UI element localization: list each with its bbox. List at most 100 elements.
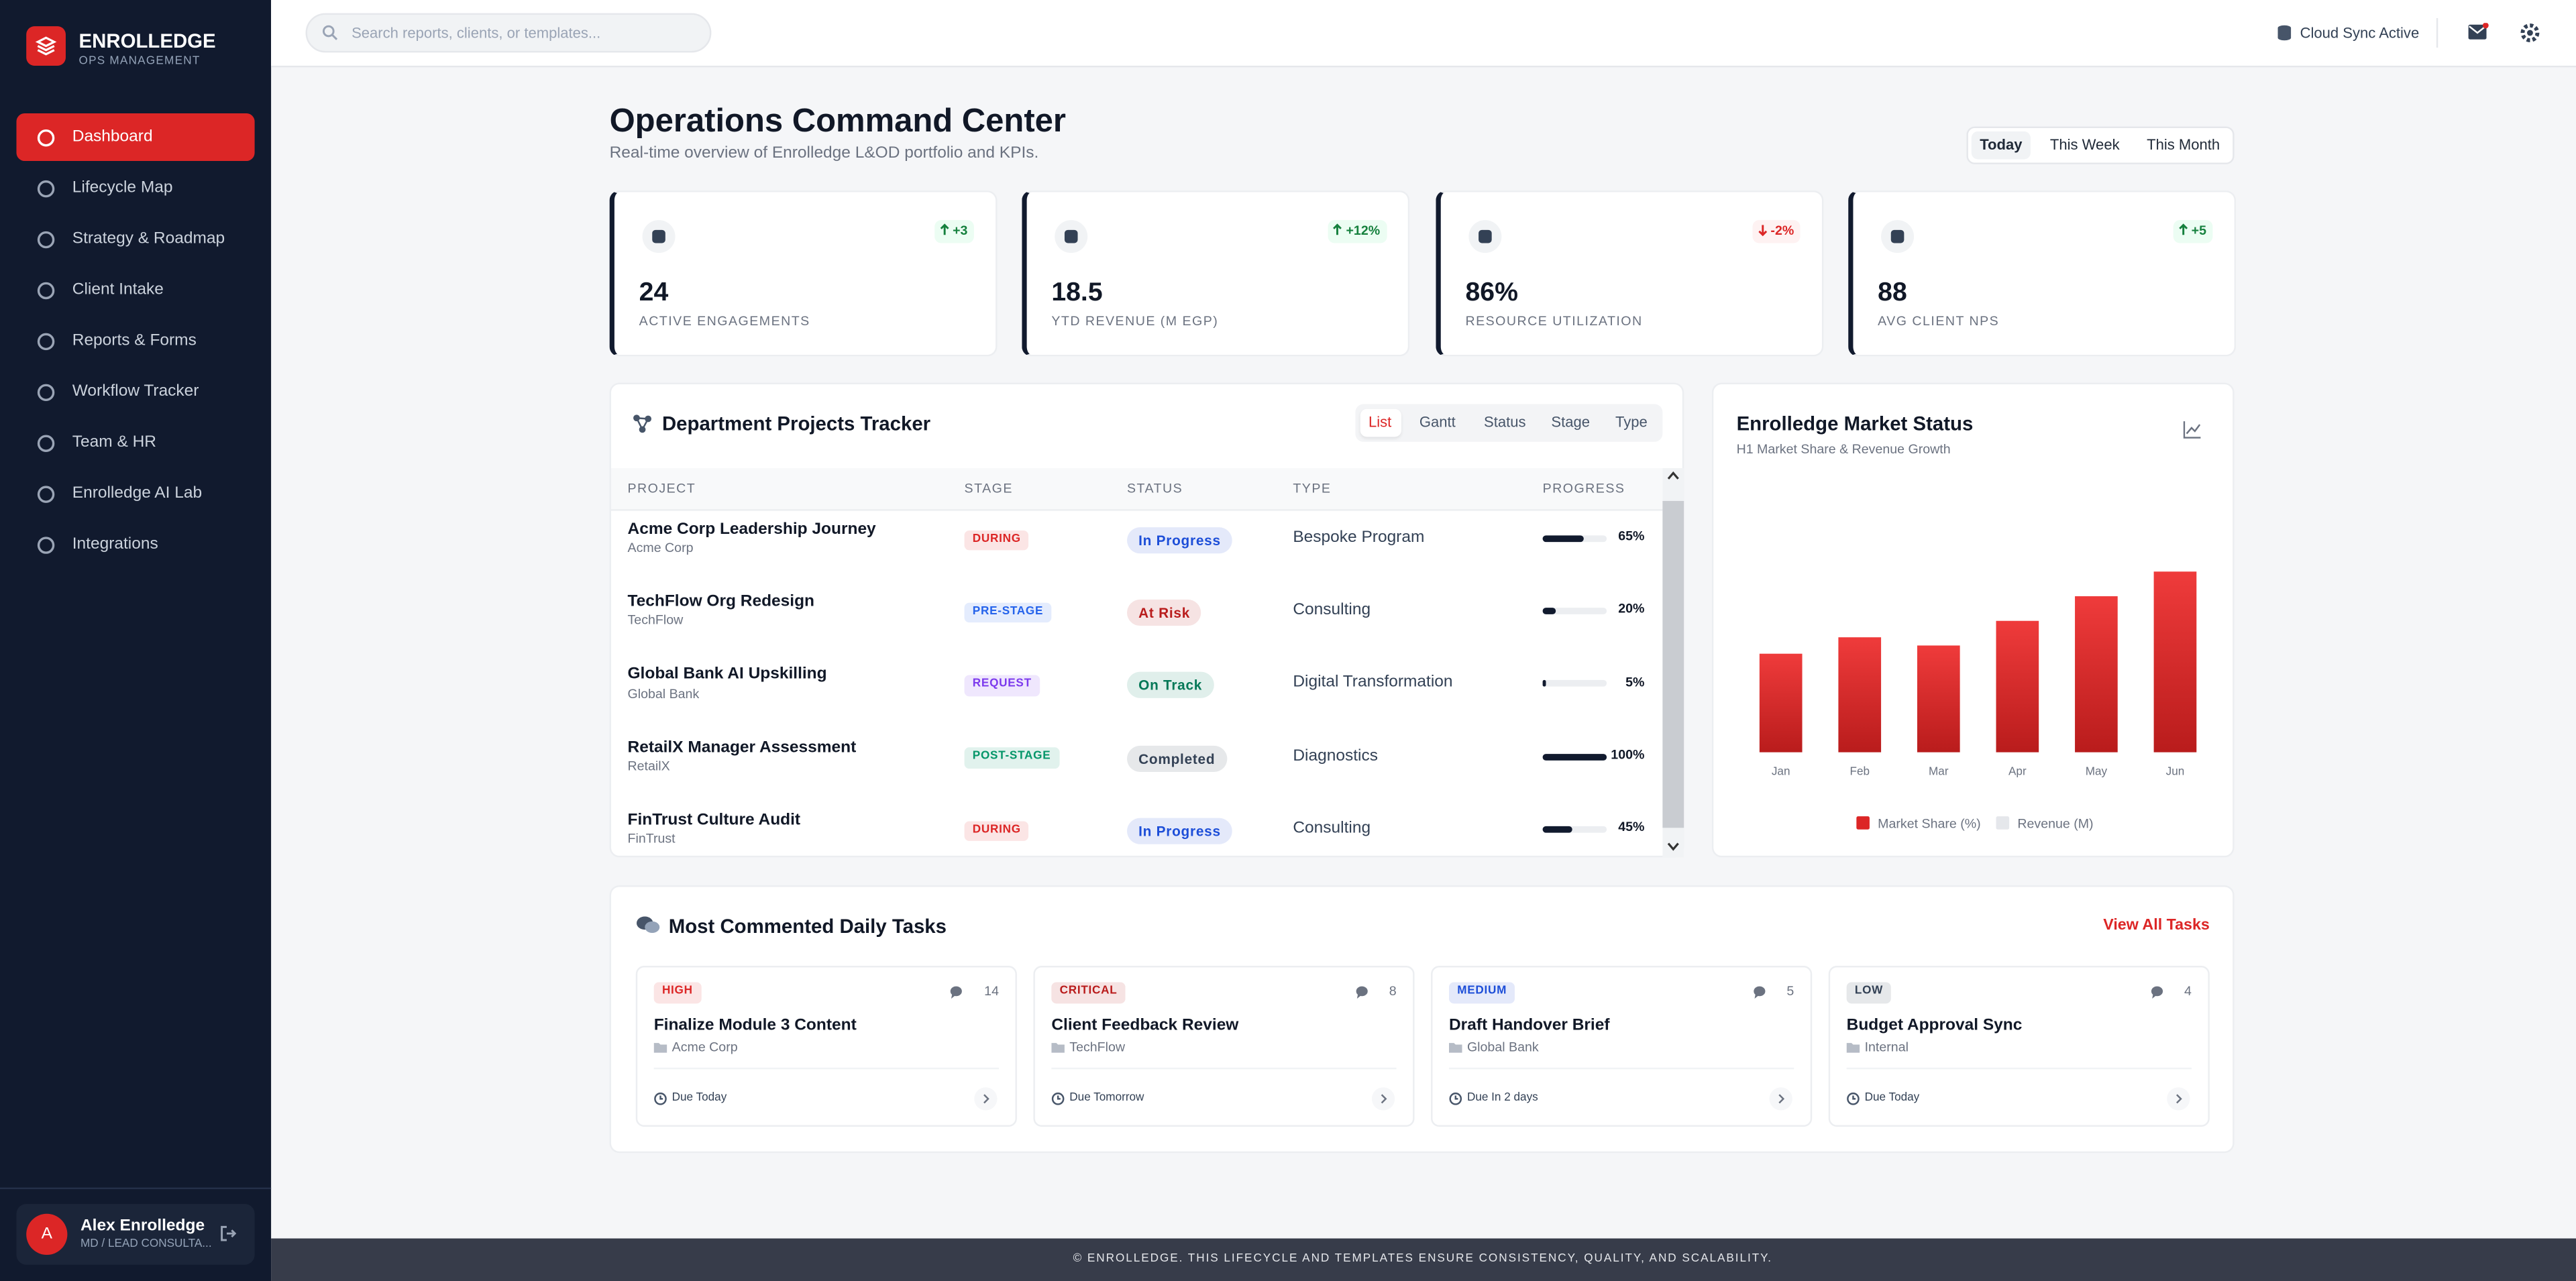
task-title: Client Feedback Review: [1051, 1016, 1239, 1035]
chart-icon: [2183, 421, 2201, 439]
nav-item[interactable]: Client Intake: [72, 280, 164, 299]
tracker-tab[interactable]: Status: [1484, 414, 1526, 431]
range-tab-active[interactable]: [1971, 131, 2031, 160]
tracker-tab[interactable]: Type: [1615, 414, 1648, 431]
kpi-value: 24: [639, 280, 669, 308]
tracker-title: Department Projects Tracker: [661, 412, 931, 435]
nav-icon: [37, 333, 55, 351]
project-type: Digital Transformation: [1293, 674, 1453, 692]
range-tab[interactable]: Today: [1980, 136, 2023, 153]
x-tick-label: Jan: [1772, 765, 1790, 778]
nav-item[interactable]: Lifecycle Map: [72, 178, 173, 197]
range-tab[interactable]: This Month: [2147, 136, 2220, 153]
nav-item[interactable]: Enrolledge AI Lab: [72, 484, 203, 503]
nav-item[interactable]: Workflow Tracker: [72, 382, 199, 401]
kpi-label: AVG CLIENT NPS: [1878, 314, 2000, 329]
project-client: Acme Corp: [627, 541, 694, 556]
nav-icon: [37, 384, 55, 402]
kpi-trend-arrow: [1758, 225, 1768, 237]
column-header: STAGE: [964, 482, 1013, 497]
page-title: Operations Command Center: [609, 103, 1066, 140]
clock-icon: [654, 1093, 667, 1105]
nav-item[interactable]: Strategy & Roadmap: [72, 229, 225, 248]
chevron-bg[interactable]: [1371, 1087, 1395, 1111]
tasks-title: Most Commented Daily Tasks: [668, 914, 947, 938]
brand-sub: OPS MANAGEMENT: [78, 55, 201, 67]
progress-bar: [1542, 826, 1572, 833]
priority-badge: LOW: [1846, 983, 1892, 1003]
tracker-tabs: [1355, 404, 1663, 442]
task-card[interactable]: [1828, 966, 2210, 1127]
task-divider: [1449, 1067, 1794, 1070]
progress-bar: [1542, 753, 1607, 760]
kpi-card: [609, 190, 998, 357]
nav-item[interactable]: Dashboard: [72, 128, 153, 146]
nav-icon: [37, 486, 55, 503]
tracker-tab[interactable]: List: [1368, 414, 1392, 431]
topbar-divider: [2436, 17, 2438, 48]
progress-track: [1542, 680, 1607, 687]
sync-status: Cloud Sync Active: [2300, 23, 2420, 41]
nav-active[interactable]: [16, 113, 255, 162]
progress-label: 65%: [1618, 529, 1645, 545]
project-name[interactable]: RetailX Manager Assessment: [627, 738, 857, 757]
nav-item[interactable]: Integrations: [72, 535, 158, 554]
tracker-icon: [633, 414, 652, 433]
chart: Jan Feb Mar Apr May Jun: [1759, 571, 2197, 778]
kpi-value: 88: [1878, 280, 1907, 308]
clock-icon: [1847, 1093, 1860, 1105]
kpi-icon: [652, 229, 665, 243]
tracker-tab[interactable]: Gantt: [1419, 414, 1456, 431]
bar: [1759, 653, 1803, 753]
comment-icon: [1355, 986, 1367, 999]
project-name[interactable]: Global Bank AI Upskilling: [627, 665, 827, 684]
stage-badge: POST-STAGE: [964, 748, 1059, 769]
project-name[interactable]: FinTrust Culture Audit: [627, 811, 801, 830]
progress-bar: [1542, 680, 1546, 687]
legend-swatch: [1856, 816, 1870, 830]
project-client: Global Bank: [627, 685, 700, 701]
task-card[interactable]: [1033, 966, 1415, 1127]
tasks-icon: [636, 916, 660, 934]
avatar: [26, 1213, 68, 1256]
user-role: MD / LEAD CONSULTA...: [80, 1238, 212, 1250]
nav-item[interactable]: Team & HR: [72, 433, 156, 452]
status-badge: Completed: [1127, 744, 1227, 772]
project-name[interactable]: TechFlow Org Redesign: [627, 593, 815, 612]
progress-track: [1542, 608, 1607, 615]
kpi-label: RESOURCE UTILIZATION: [1465, 314, 1643, 329]
tracker-tab-active[interactable]: [1360, 408, 1401, 437]
priority-badge: CRITICAL: [1051, 983, 1126, 1003]
legend-swatch: [1996, 816, 2010, 830]
bar: [1996, 620, 2039, 753]
tasks-link[interactable]: View All Tasks: [2103, 917, 2210, 936]
scrollbar-thumb[interactable]: [1662, 500, 1684, 828]
kpi-delta: +3: [934, 220, 975, 243]
tracker-tab[interactable]: Stage: [1551, 414, 1591, 431]
priority-badge: HIGH: [653, 983, 701, 1003]
chevron-bg[interactable]: [1769, 1087, 1792, 1111]
range-tab[interactable]: This Week: [2049, 136, 2120, 153]
status-badge: On Track: [1127, 672, 1214, 700]
nav-item[interactable]: Reports & Forms: [72, 331, 197, 350]
project-type: Consulting: [1293, 819, 1371, 838]
search-box[interactable]: [305, 13, 712, 53]
user-name: Alex Enrolledge: [80, 1217, 205, 1235]
sidebar-divider: [0, 1187, 272, 1190]
comment-icon: [1753, 986, 1765, 999]
bar: [2075, 596, 2118, 753]
kpi-trend-arrow: [940, 223, 949, 235]
project-name[interactable]: Acme Corp Leadership Journey: [627, 520, 876, 539]
search-icon: [322, 25, 338, 40]
task-title: Draft Handover Brief: [1449, 1016, 1610, 1035]
kpi-card: [1848, 190, 2237, 357]
kpi-label: ACTIVE ENGAGEMENTS: [639, 314, 810, 329]
chevron-bg[interactable]: [974, 1087, 998, 1111]
task-client: Internal: [1864, 1040, 1909, 1055]
task-card[interactable]: [1431, 966, 1813, 1127]
nav-icon: [37, 129, 55, 147]
task-due: Due Today: [672, 1092, 727, 1104]
progress-label: 5%: [1625, 674, 1645, 689]
chevron-bg[interactable]: [2167, 1087, 2190, 1111]
progress-label: 20%: [1618, 602, 1645, 617]
